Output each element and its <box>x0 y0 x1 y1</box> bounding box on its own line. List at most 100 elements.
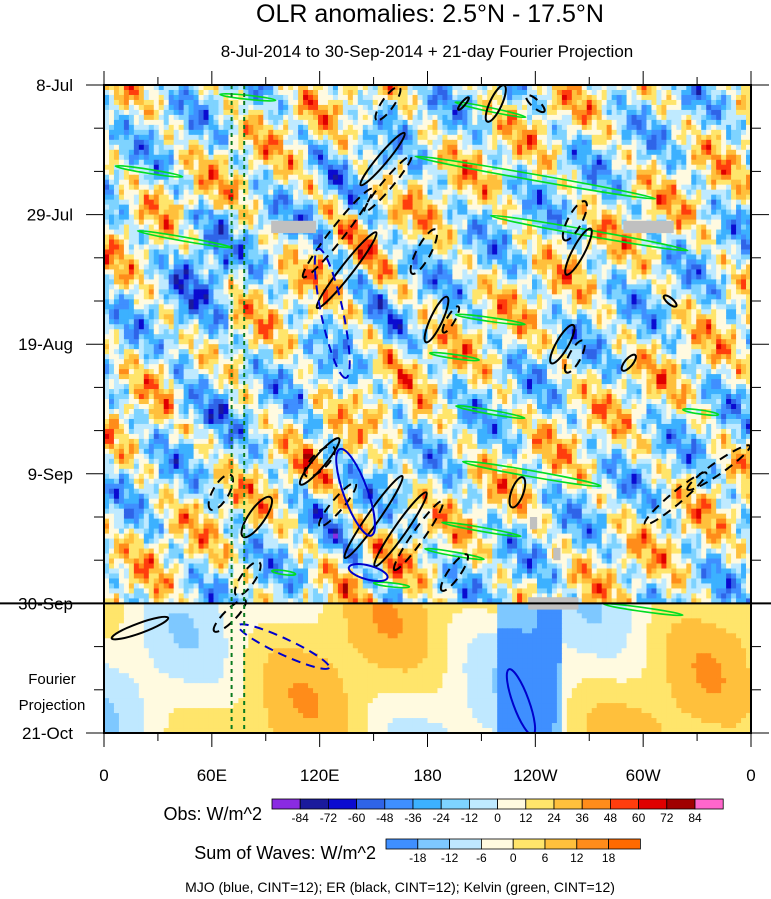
heat-cell <box>522 204 528 211</box>
heat-cell <box>352 174 359 181</box>
heat-cell <box>611 104 618 111</box>
heat-cell <box>402 219 409 226</box>
heat-cell <box>561 134 568 141</box>
heat-cell <box>472 239 478 246</box>
heat-cell <box>148 129 155 136</box>
heat-cell <box>193 244 200 251</box>
heat-cell <box>442 129 449 136</box>
heat-cell <box>701 149 707 156</box>
heat-cell <box>313 149 319 156</box>
heat-cell <box>606 219 613 226</box>
heat-cell <box>397 124 404 131</box>
heat-cell <box>591 184 598 191</box>
heat-cell <box>392 114 399 121</box>
heat-cell <box>517 184 523 191</box>
heat-cell <box>367 259 374 266</box>
heat-cell <box>188 85 195 91</box>
heat-cell <box>576 204 583 211</box>
heat-cell <box>248 189 254 196</box>
heat-cell <box>313 239 319 246</box>
heat-cell <box>746 199 751 206</box>
heat-cell <box>367 124 374 131</box>
heat-cell <box>258 109 264 116</box>
heat-cell <box>522 139 528 146</box>
heat-cell <box>198 204 205 211</box>
heat-cell <box>308 139 314 146</box>
heat-cell <box>541 89 548 96</box>
heat-cell <box>447 94 453 101</box>
heat-cell <box>213 159 220 166</box>
heat-cell <box>148 199 155 206</box>
heat-cell <box>153 249 160 256</box>
heat-cell <box>656 194 663 201</box>
heat-cell <box>492 179 498 186</box>
heat-cell <box>382 229 389 236</box>
heat-cell <box>273 259 279 266</box>
heat-cell <box>352 159 359 166</box>
heat-cell <box>536 259 543 266</box>
heat-cell <box>417 85 424 91</box>
heat-cell <box>138 85 145 91</box>
heat-cell <box>666 139 672 146</box>
heat-cell <box>168 249 175 256</box>
heat-cell <box>268 129 274 136</box>
heat-cell <box>243 239 249 246</box>
heat-cell <box>133 109 140 116</box>
heat-cell <box>392 249 399 256</box>
heat-cell <box>452 204 458 211</box>
heat-cell <box>387 249 394 256</box>
heat-cell <box>322 204 329 211</box>
heat-cell <box>447 239 453 246</box>
heat-cell <box>407 139 414 146</box>
heat-cell <box>601 169 608 176</box>
heat-cell <box>342 164 349 171</box>
heat-cell <box>308 174 314 181</box>
heat-cell <box>163 109 170 116</box>
heat-cell <box>337 149 344 156</box>
heat-cell <box>283 249 289 256</box>
heat-cell <box>243 219 249 226</box>
heat-cell <box>462 214 468 221</box>
heat-cell <box>208 174 215 181</box>
heat-cell <box>661 154 667 161</box>
heat-cell <box>108 254 115 261</box>
heat-cell <box>233 85 239 91</box>
heat-cell <box>716 234 722 241</box>
heat-cell <box>546 89 553 96</box>
heat-cell <box>561 189 568 196</box>
heat-cell <box>198 114 205 121</box>
heat-cell <box>347 244 354 251</box>
heat-cell <box>303 89 309 96</box>
heat-cell <box>347 159 354 166</box>
heat-cell <box>512 169 518 176</box>
heat-cell <box>556 129 563 136</box>
heat-cell <box>163 264 170 271</box>
heat-cell <box>641 124 648 131</box>
heat-cell <box>347 184 354 191</box>
heat-cell <box>706 154 712 161</box>
heat-cell <box>581 139 588 146</box>
heat-cell <box>631 249 638 256</box>
heat-cell <box>551 259 558 266</box>
heat-cell <box>223 219 230 226</box>
heat-cell <box>422 99 429 106</box>
heat-cell <box>447 219 453 226</box>
heat-cell <box>313 154 319 161</box>
heat-cell <box>104 174 110 181</box>
heat-cell <box>173 184 180 191</box>
heat-cell <box>412 244 419 251</box>
heat-cell <box>601 124 608 131</box>
heat-cell <box>666 109 672 116</box>
heat-cell <box>138 244 145 251</box>
heat-cell <box>606 239 613 246</box>
heat-cell <box>183 164 190 171</box>
heat-cell <box>706 94 712 101</box>
heat-cell <box>128 224 135 231</box>
heat-cell <box>133 264 140 271</box>
heat-cell <box>696 99 702 106</box>
heat-cell <box>347 169 354 176</box>
heat-cell <box>357 174 364 181</box>
heat-cell <box>621 244 628 251</box>
heat-cell <box>651 85 658 91</box>
heat-cell <box>332 139 339 146</box>
